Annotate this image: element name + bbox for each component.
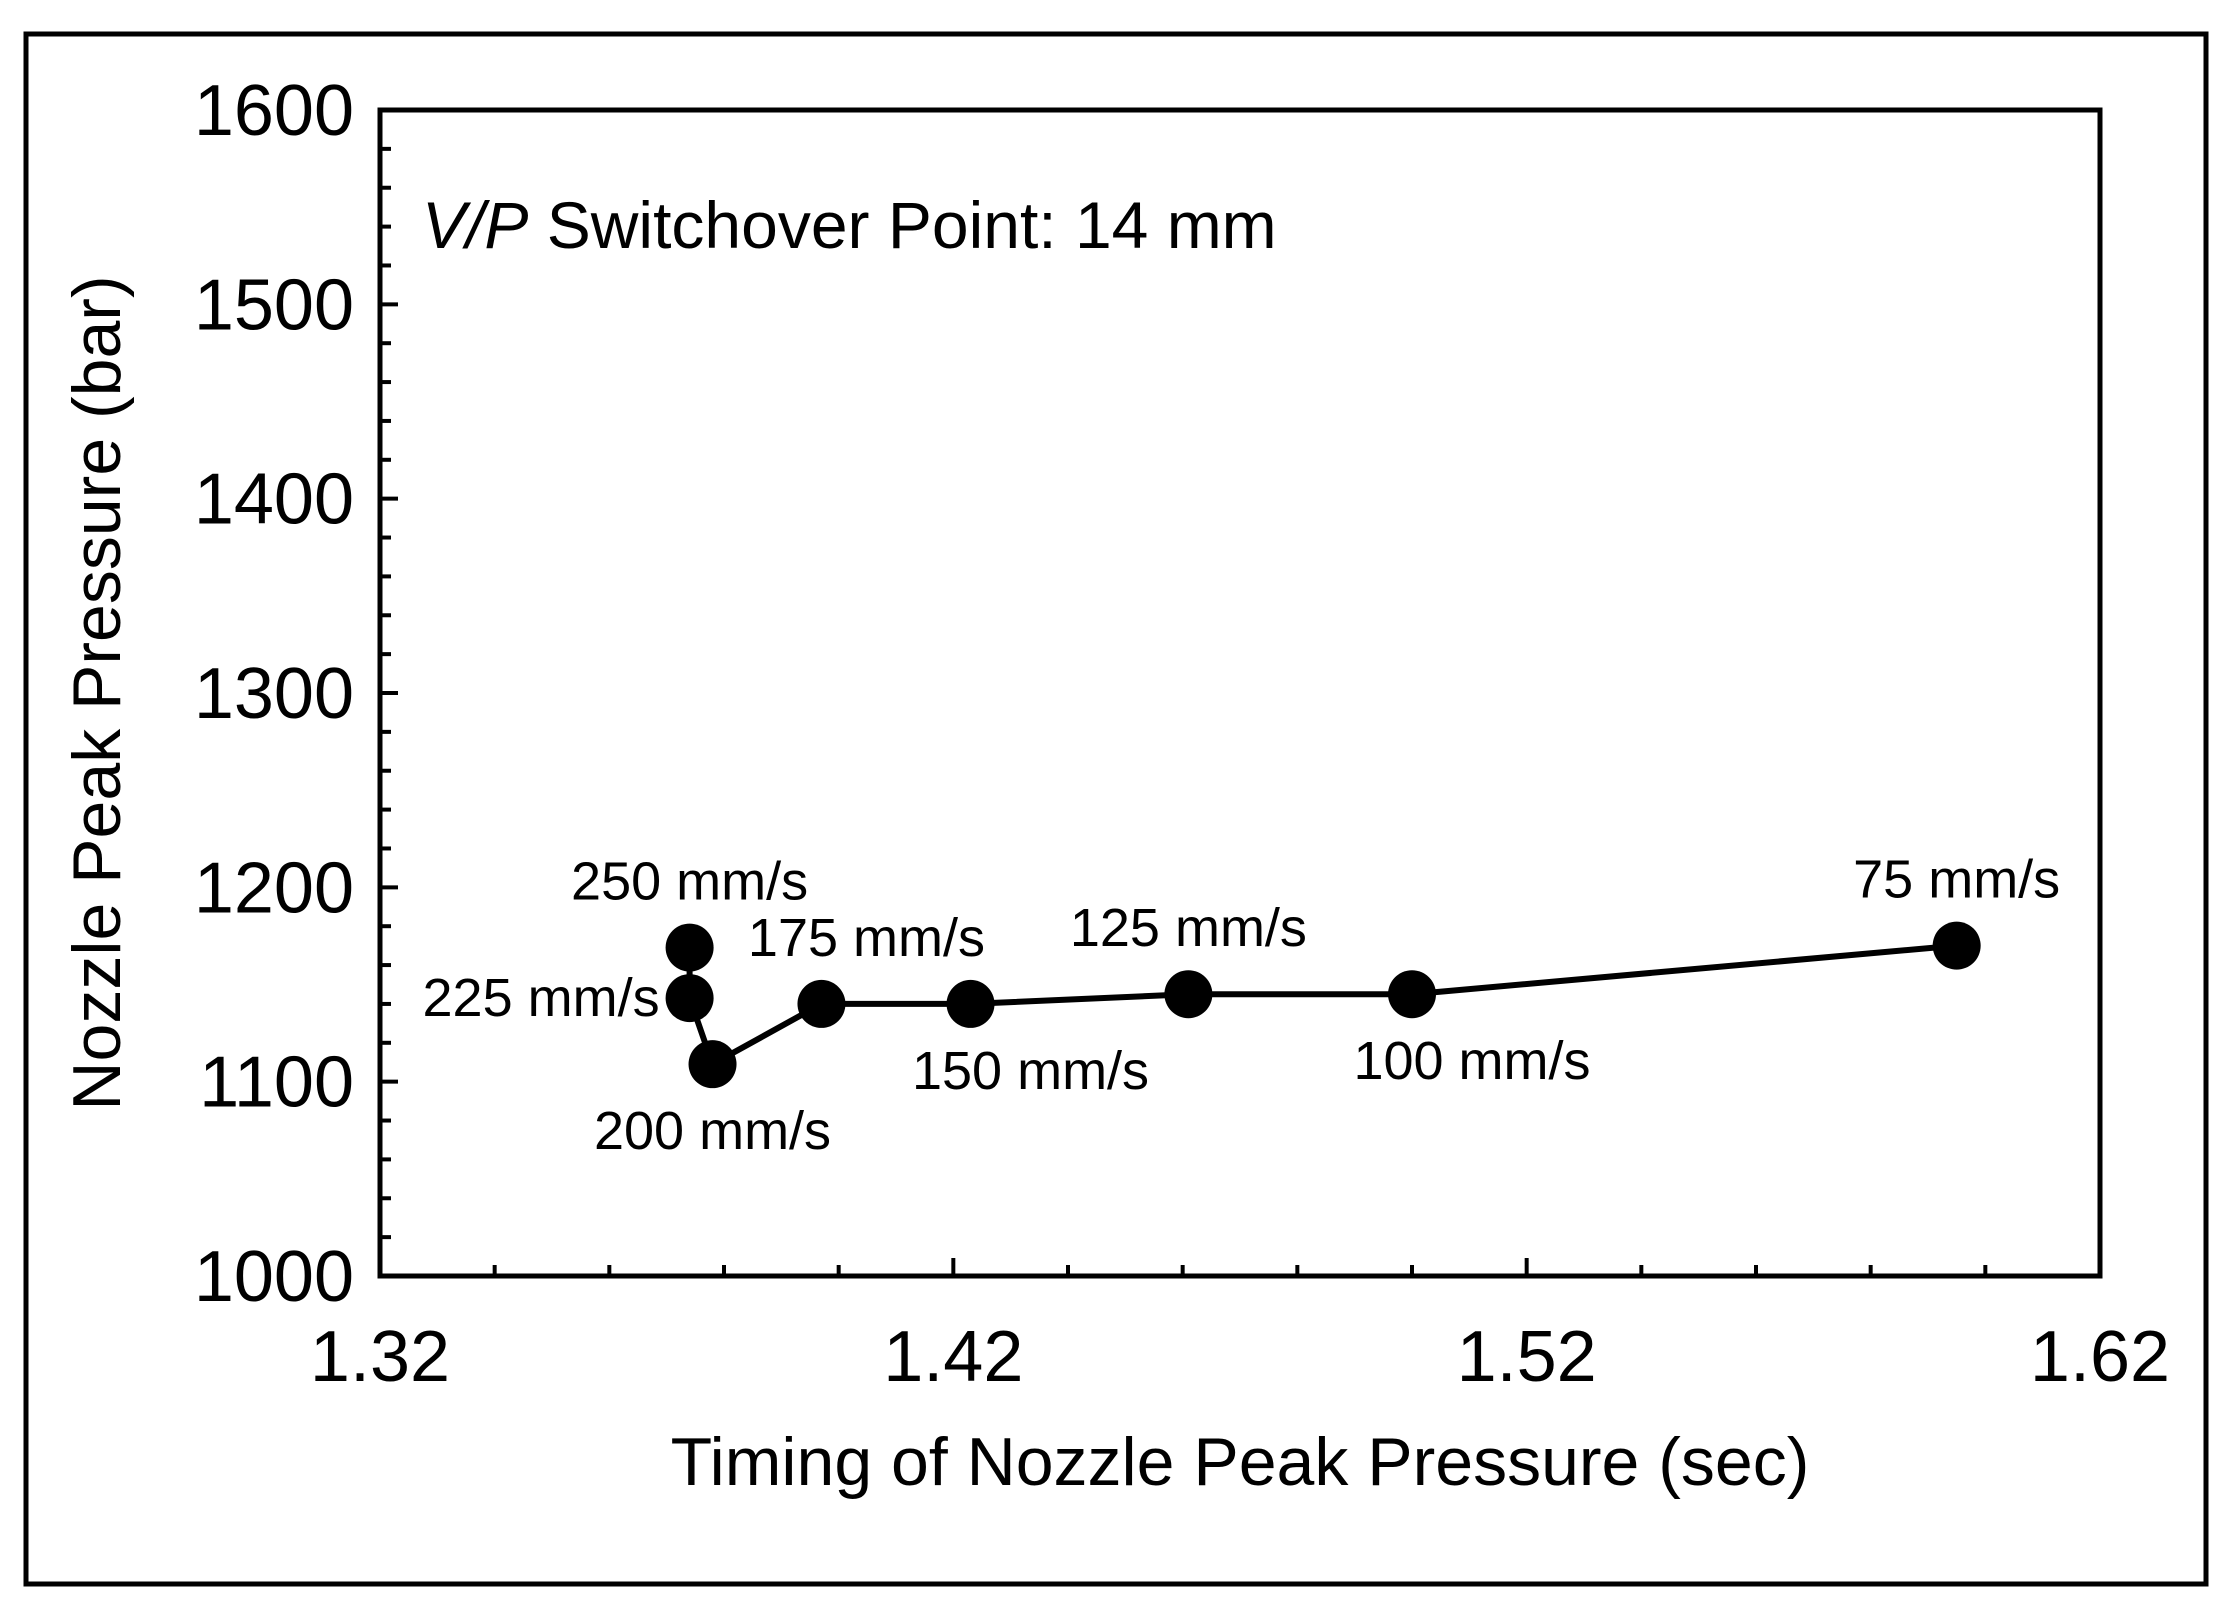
data-label: 200 mm/s [594,1101,831,1161]
annotation-italic-part: V/P [422,188,528,262]
switchover-annotation: V/P Switchover Point: 14 mm [422,188,1277,262]
data-point [665,923,714,972]
y-tick-label: 1100 [199,1043,354,1123]
data-label: 150 mm/s [912,1041,1149,1101]
data-point [1388,970,1436,1019]
data-label: 75 mm/s [1853,850,2060,910]
y-tick-label: 1300 [194,654,354,734]
y-tick-label: 1200 [194,848,354,928]
y-axis-title: Nozzle Peak Pressure (bar) [59,275,135,1110]
data-label: 175 mm/s [748,908,985,968]
y-tick-label: 1500 [194,265,354,345]
data-series: 250 mm/s 225 mm/s 200 mm/s 175 mm/s 150 mm/s… [423,850,2061,1162]
y-tick-label: 1600 [194,71,354,151]
x-tick-label: 1.52 [1457,1317,1597,1397]
data-point [946,979,995,1028]
data-point [1164,970,1213,1019]
data-point [1932,921,1981,970]
x-axis: 1.32 1.42 1.52 1.62 [310,1258,2170,1397]
x-tick-label: 1.62 [2030,1317,2170,1397]
annotation-text-part: Switchover Point: 14 mm [528,188,1276,262]
data-point [665,974,714,1023]
data-label: 100 mm/s [1353,1031,1590,1091]
x-axis-title: Timing of Nozzle Peak Pressure (sec) [671,1424,1810,1500]
data-label: 225 mm/s [423,968,660,1028]
data-point [797,979,846,1028]
data-label: 250 mm/s [571,852,808,912]
y-tick-label: 1000 [194,1237,354,1317]
data-label: 125 mm/s [1070,898,1307,958]
x-tick-label: 1.42 [883,1317,1023,1397]
y-axis: 1000 1100 1200 1300 1400 1500 1600 [194,71,398,1317]
y-tick-label: 1400 [194,460,354,540]
data-point [688,1040,737,1089]
x-tick-label: 1.32 [310,1317,450,1397]
